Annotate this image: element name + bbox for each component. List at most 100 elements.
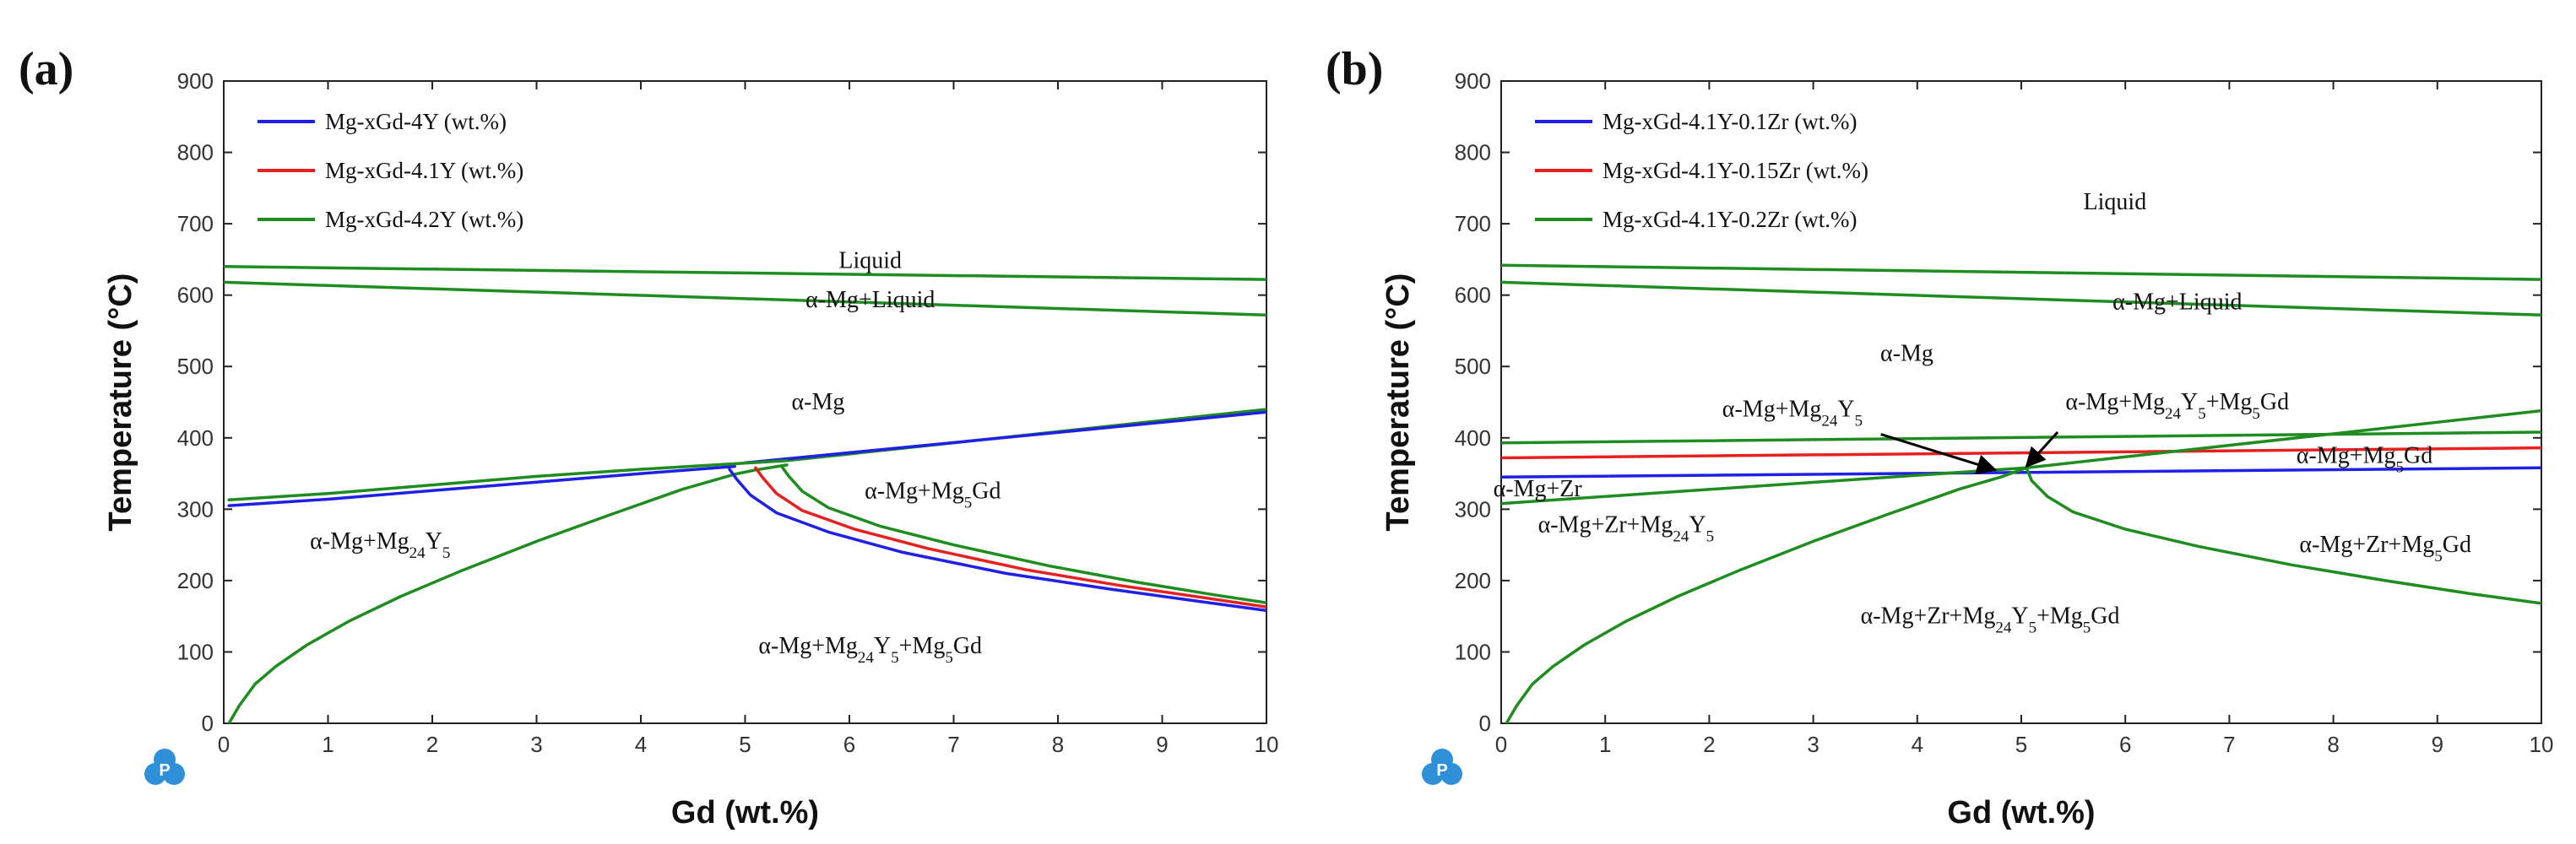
y-tick-label: 300 [177,496,214,522]
region-label: α-Mg+Zr+Mg24Y5 [1538,511,1715,545]
publisher-logo-icon: P [1422,749,1462,785]
x-axis-title: Gd (wt.%) [671,795,819,830]
series-line [1505,466,2028,723]
y-tick-label: 0 [202,711,214,736]
logo-letter: P [159,761,170,780]
region-label: α-Mg+Mg24Y5+Mg5Gd [758,633,982,667]
x-tick-label: 6 [843,732,855,757]
series-line [227,463,789,723]
region-text-part: 5 [2252,404,2260,422]
region-text-part: 5 [2434,548,2443,565]
y-tick-label: 200 [177,568,214,593]
x-tick-label: 1 [1599,732,1611,757]
region-label: α-Mg+Mg24Y5 [1722,396,1863,430]
panel-label: (b) [1326,43,1383,95]
y-tick-label: 800 [177,140,214,165]
x-tick-label: 6 [2119,732,2131,757]
y-tick-label: 700 [1455,211,1491,236]
region-text-part: Gd [2260,389,2289,415]
x-tick-label: 5 [2015,732,2027,757]
region-label: α-Mg+Zr [1494,476,1583,502]
region-text-part: α-Mg+Zr [1494,476,1583,502]
region-text-part: 24 [1673,528,1689,545]
y-tick-label: 700 [177,211,214,236]
region-text-part: α-Mg+Zr+Mg [1538,511,1673,538]
region-text-part: Y [1689,511,1706,538]
publisher-logo-icon: P [144,749,185,785]
region-text-part: 24 [409,544,426,561]
region-text-part: α-Mg+Liquid [2112,289,2242,316]
x-tick-label: 9 [2432,732,2443,757]
region-text-part: 5 [891,649,899,667]
region-text-part: α-Mg+Mg [865,479,964,505]
logo-blob [144,763,166,785]
y-tick-label: 400 [177,425,214,451]
region-label: Liquid [2084,189,2147,215]
region-text-part: Liquid [838,248,902,274]
y-tick-label: 800 [1455,140,1491,165]
x-tick-label: 2 [1703,732,1715,757]
x-tick-label: 0 [218,732,230,757]
series-line [2025,466,2541,605]
series-line [1501,430,2541,445]
region-text-part: 5 [1855,412,1863,430]
region-text-part: +Mg [899,633,946,659]
series-line [743,410,1266,465]
series-line [1501,466,2028,506]
region-text-part: Y [874,633,891,659]
x-tick-label: 4 [635,732,647,757]
region-text-part: 5 [2198,404,2206,422]
region-text-part: 5 [2395,458,2404,476]
series-line [224,265,1266,281]
region-text-part: Liquid [2084,189,2147,215]
region-label: α-Mg+Liquid [2112,289,2242,316]
x-tick-label: 5 [739,732,751,757]
region-text-part: 24 [1995,619,2012,636]
region-text-part: Y [1837,396,1854,422]
y-tick-label: 600 [1455,283,1491,308]
region-text-part: 5 [2029,619,2037,636]
x-tick-label: 1 [322,732,334,757]
region-text-part: Gd [2404,442,2432,468]
region-label: α-Mg+Mg5Gd [865,479,1001,512]
region-text-part: α-Mg+Liquid [805,287,935,313]
series-line [224,280,1266,317]
region-text-part: α-Mg+Mg [2065,389,2165,415]
region-text-part: α-Mg+Mg [1722,396,1822,422]
series-line [2025,408,2541,470]
region-text-part: 5 [945,649,953,667]
logo-blob [1422,763,1444,785]
region-text-part: 24 [858,649,875,667]
legend-label: Mg-xGd-4.2Y (wt.%) [325,207,523,232]
panel-b: (b) 0 100 200 300 400 500 600 700 800 900 0 1 2 3 4 5 6 7 8… [1326,43,2553,830]
y-tick-label: 400 [1455,425,1491,451]
region-text-part: α-Mg+Mg [2297,442,2396,468]
series-group [1501,263,2541,723]
region-text-part: 24 [2165,404,2182,422]
region-text-part: Y [426,528,442,555]
region-text-part: Gd [972,479,1001,505]
panel-label: (a) [19,43,73,95]
series-line [227,459,789,502]
region-text-part: 5 [1706,528,1715,545]
legend-label: Mg-xGd-4.1Y-0.2Zr (wt.%) [1603,207,1857,232]
logo-blob [163,763,185,785]
y-tick-label: 300 [1455,496,1491,522]
region-label: α-Mg+Mg24Y5+Mg5Gd [2065,389,2289,423]
x-tick-label: 7 [2223,732,2235,757]
x-tick-label: 10 [1255,732,1279,757]
x-tick-label: 4 [1912,732,1923,757]
legend-label: Mg-xGd-4.1Y (wt.%) [325,158,523,183]
y-tick-label: 500 [177,354,214,379]
series-line [1501,446,2541,460]
region-text-part: Gd [953,633,982,659]
y-tick-label: 900 [177,68,214,94]
region-text-part: 24 [1821,412,1838,430]
x-tick-label: 2 [426,732,438,757]
series-line [1501,263,2541,281]
series-group [224,265,1266,723]
panel-a: (a) 0 100 200 300 400 500 600 700 800 900 0 1 2 3 4 5 6 7 8… [19,43,1278,830]
y-tick-label: 600 [177,283,214,308]
region-label: Liquid [838,248,902,274]
series-line [1501,466,2541,479]
